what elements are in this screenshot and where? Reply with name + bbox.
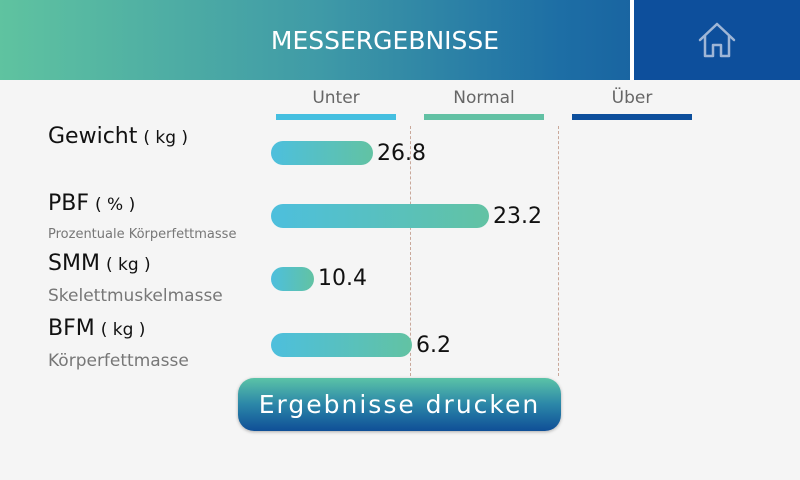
home-icon [698,22,736,58]
measurement-subtitle-smm: Skelettmuskelmasse [48,286,223,306]
measurement-label-smm: SMM( kg ) [48,251,151,276]
home-button[interactable] [634,0,800,80]
measurement-bar-pbf [271,204,489,228]
header-divider [630,0,634,80]
print-results-button[interactable]: Ergebnisse drucken [238,378,561,431]
measurement-bar-gewicht [271,141,373,165]
range-label-unter: Unter [312,88,360,108]
measurement-label-bfm: BFM( kg ) [48,316,145,341]
measurement-unit: ( kg ) [100,320,146,340]
range-bar-ueber [572,114,692,120]
range-bar-unter [276,114,396,120]
header-bar: MESSERGEBNISSE [0,0,800,80]
range-divider-lower [410,126,411,376]
page-title: MESSERGEBNISSE [270,25,500,55]
measurement-unit: ( % ) [95,195,136,215]
range-divider-upper [558,126,559,376]
measurement-value-smm: 10.4 [318,266,367,291]
measurement-bar-bfm [271,333,412,357]
range-label-ueber: Über [611,88,653,108]
measurement-subtitle-bfm: Körperfettmasse [48,351,189,371]
measurement-label-pbf: PBF( % ) [48,191,135,216]
measurement-bar-smm [271,267,314,291]
measurement-unit: ( kg ) [105,255,151,275]
measurement-name: Gewicht [48,124,138,149]
measurement-label-gewicht: Gewicht( kg ) [48,124,188,149]
measurement-value-bfm: 6.2 [416,333,451,358]
measurement-name: BFM [48,316,95,341]
measurement-name: PBF [48,191,90,216]
measurement-unit: ( kg ) [143,128,189,148]
measurement-name: SMM [48,251,100,276]
measurement-value-gewicht: 26.8 [377,141,426,166]
range-label-normal: Normal [453,88,515,108]
measurement-subtitle-pbf: Prozentuale Körperfettmasse [48,227,237,242]
range-bar-normal [424,114,544,120]
measurement-value-pbf: 23.2 [493,204,542,229]
